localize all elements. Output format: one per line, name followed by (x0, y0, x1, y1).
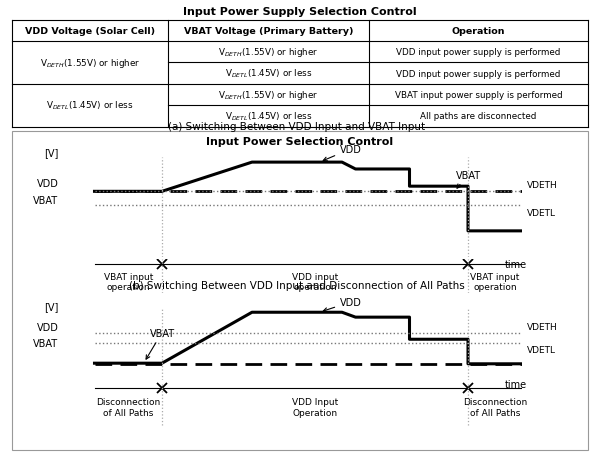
Text: VBAT input
operation: VBAT input operation (470, 272, 520, 292)
Text: (a) Switching Between VDD Input and VBAT Input: (a) Switching Between VDD Input and VBAT… (169, 122, 425, 132)
Text: VDETH: VDETH (527, 180, 557, 189)
Text: VDD Voltage (Solar Cell): VDD Voltage (Solar Cell) (25, 27, 155, 35)
Text: VDD: VDD (37, 322, 59, 332)
Text: Operation: Operation (452, 27, 505, 35)
Text: Input Power Supply Selection Control: Input Power Supply Selection Control (183, 7, 417, 17)
Text: V$_{DETL}$(1.45V) or less: V$_{DETL}$(1.45V) or less (224, 111, 312, 123)
Text: time: time (505, 379, 527, 389)
Text: VBAT: VBAT (146, 328, 175, 359)
Text: VBAT: VBAT (455, 170, 481, 189)
Text: VDD input power supply is performed: VDD input power supply is performed (397, 48, 561, 57)
Text: Disconnection
of All Paths: Disconnection of All Paths (96, 398, 160, 417)
Text: V$_{DETH}$(1.55V) or higher: V$_{DETH}$(1.55V) or higher (218, 89, 319, 102)
Text: VBAT: VBAT (34, 338, 59, 348)
Bar (12, 132, 588, 450)
Text: (b) Switching Between VDD Input and Disconnection of All Paths: (b) Switching Between VDD Input and Disc… (129, 281, 465, 290)
Text: time: time (505, 259, 527, 269)
Text: VDD input
operation: VDD input operation (292, 272, 338, 292)
Text: All paths are disconnected: All paths are disconnected (421, 112, 537, 121)
Text: VDD input power supply is performed: VDD input power supply is performed (397, 70, 561, 78)
Text: VDD: VDD (323, 145, 362, 162)
Text: [V]: [V] (44, 302, 59, 312)
Text: VDD: VDD (323, 297, 362, 312)
Text: Input Power Selection Control: Input Power Selection Control (206, 136, 394, 147)
Text: [V]: [V] (44, 147, 59, 157)
Text: VDD Input
Operation: VDD Input Operation (292, 398, 338, 417)
Text: V$_{DETL}$(1.45V) or less: V$_{DETL}$(1.45V) or less (46, 100, 133, 112)
Text: VDETL: VDETL (527, 208, 556, 217)
Text: VDETH: VDETH (527, 323, 557, 332)
Text: V$_{DETH}$(1.55V) or higher: V$_{DETH}$(1.55V) or higher (40, 57, 140, 70)
Text: VBAT: VBAT (34, 195, 59, 205)
Text: VDD: VDD (37, 178, 59, 188)
Text: Disconnection
of All Paths: Disconnection of All Paths (463, 398, 527, 417)
Text: VBAT input
operation: VBAT input operation (104, 272, 153, 292)
Text: V$_{DETL}$(1.45V) or less: V$_{DETL}$(1.45V) or less (224, 68, 312, 80)
Text: VDETL: VDETL (527, 345, 556, 354)
Text: VBAT Voltage (Primary Battery): VBAT Voltage (Primary Battery) (184, 27, 353, 35)
Text: V$_{DETH}$(1.55V) or higher: V$_{DETH}$(1.55V) or higher (218, 46, 319, 59)
Text: VBAT input power supply is performed: VBAT input power supply is performed (395, 91, 562, 100)
